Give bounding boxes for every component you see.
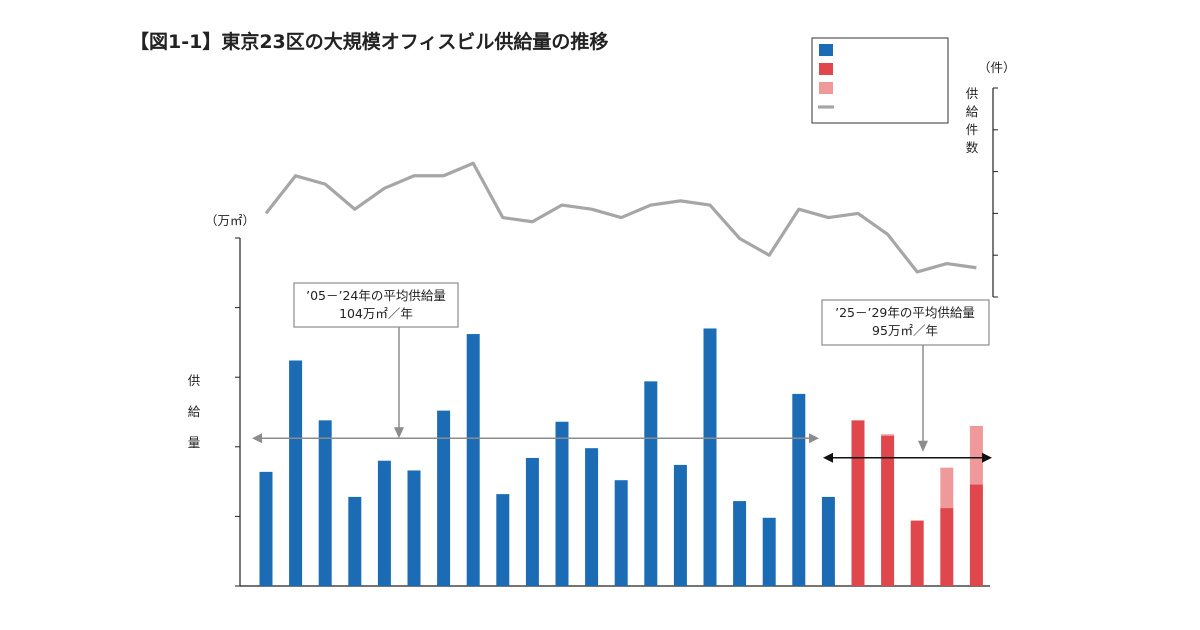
- legend-swatch-under_construction: [819, 63, 833, 75]
- bar-completed: [318, 420, 332, 586]
- bar-not_started: [881, 434, 895, 436]
- bar-completed: [259, 471, 273, 586]
- bar-completed: [555, 421, 569, 586]
- bar-completed: [614, 480, 628, 586]
- y-left-label-char: 給: [188, 404, 201, 419]
- bar-completed: [792, 393, 806, 586]
- bar-completed: [437, 410, 451, 586]
- average-annotation-future: ’25－’29年の平均供給量 95万㎡／年: [821, 299, 990, 346]
- bar-completed: [821, 496, 835, 586]
- bar-completed: [703, 328, 717, 586]
- bar-under_construction: [969, 484, 983, 586]
- y-right-label-char: 給: [966, 104, 979, 119]
- y-left-unit: （万㎡）: [205, 213, 255, 228]
- average-arrow-past-head-right: [809, 433, 819, 444]
- y-right-unit: （件）: [978, 60, 1016, 75]
- bar-completed: [644, 381, 658, 586]
- y-left-label-char: 供: [188, 373, 201, 388]
- bar-completed: [733, 501, 747, 586]
- y-right-label-char: 数: [966, 140, 979, 155]
- y-right-label-char: 件: [966, 122, 979, 137]
- legend-frame: [811, 37, 949, 124]
- bar-completed: [466, 334, 480, 586]
- bar-under_construction: [851, 420, 865, 586]
- average-annotation-past: ’05－’24年の平均供給量 104万㎡／年: [293, 282, 459, 328]
- bar-not_started: [940, 467, 954, 509]
- annotation-future-line1: ’25－’29年の平均供給量: [835, 305, 975, 320]
- annotation-past-line2: 104万㎡／年: [339, 306, 413, 321]
- count-series-line: [264, 161, 977, 274]
- average-arrow-past: [252, 433, 819, 444]
- annotation-box-past: [293, 282, 459, 328]
- bar-completed: [377, 460, 391, 586]
- pointer-arrow-future: [918, 345, 928, 452]
- y-left-label-char: 量: [188, 435, 201, 450]
- pointer-arrow-past-head: [394, 427, 404, 439]
- average-arrow-future: [823, 452, 992, 463]
- chart-title: 【図1-1】東京23区の大規模オフィスビル供給量の推移: [130, 30, 608, 53]
- bar-completed: [585, 448, 599, 586]
- bar-completed: [348, 496, 362, 586]
- bar-completed: [762, 517, 776, 586]
- y-right-label-char: 供: [966, 86, 979, 101]
- bar-under_construction: [881, 435, 895, 586]
- bar-completed: [525, 457, 539, 586]
- annotation-box-future: [821, 299, 990, 346]
- y-left-label: 供給量: [188, 373, 201, 450]
- average-arrow-future-head-right: [982, 452, 992, 463]
- bar-under_construction: [940, 508, 954, 586]
- pointer-arrow-future-head: [918, 440, 928, 452]
- bar-completed: [407, 470, 421, 586]
- bar-completed: [289, 360, 303, 586]
- pointer-arrow-past: [394, 327, 404, 439]
- annotation-past-line1: ’05－’24年の平均供給量: [306, 288, 446, 303]
- annotation-future-line2: 95万㎡／年: [872, 323, 938, 338]
- bar-completed: [496, 494, 510, 586]
- bar-completed: [673, 464, 687, 586]
- legend: [811, 37, 949, 124]
- legend-swatch-completed: [819, 44, 833, 56]
- bar-under_construction: [910, 520, 924, 586]
- legend-swatch-not_started: [819, 82, 833, 94]
- average-arrow-future-head-left: [823, 452, 833, 463]
- bar-not_started: [969, 425, 983, 485]
- average-arrow-past-head-left: [252, 433, 262, 444]
